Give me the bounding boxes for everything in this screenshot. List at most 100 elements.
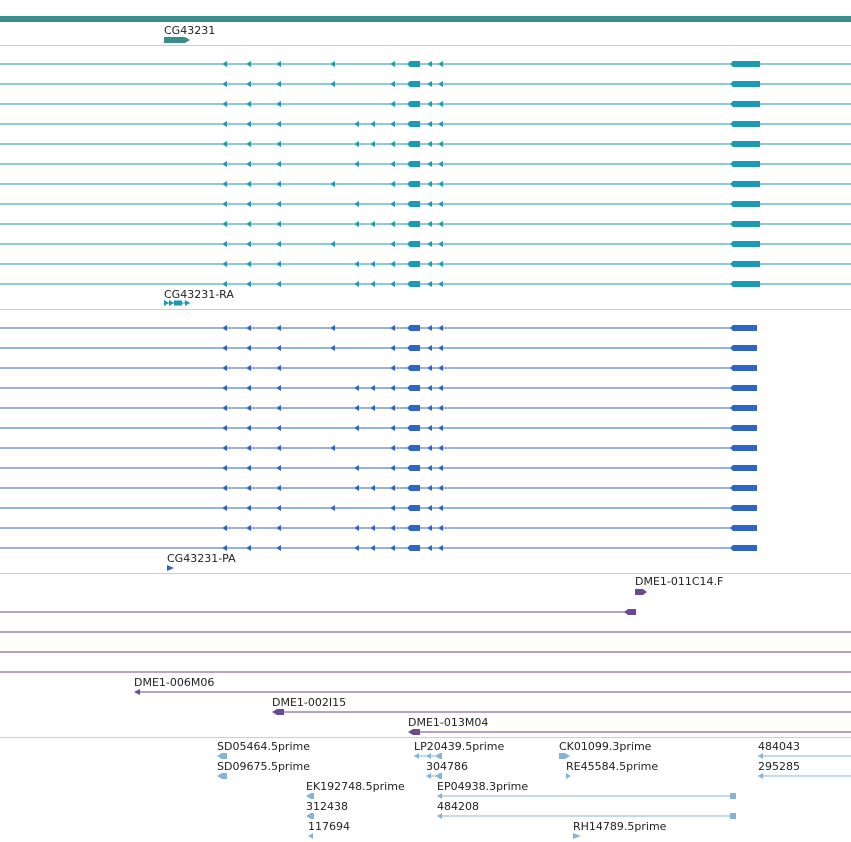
protein-exon — [370, 385, 375, 391]
clone-label[interactable]: DME1-011C14.F — [635, 575, 723, 588]
protein-exon — [390, 325, 395, 331]
transcript-row[interactable] — [0, 161, 851, 167]
transcript-exon — [427, 201, 432, 207]
est-feature[interactable] — [414, 753, 442, 759]
transcript-exon — [276, 61, 281, 67]
protein-exon — [354, 465, 359, 471]
transcript-label[interactable]: CG43231-RA — [164, 288, 234, 301]
protein-label-group: CG43231-PA — [167, 552, 236, 571]
transcript-exon — [390, 121, 395, 127]
protein-row[interactable] — [0, 345, 757, 351]
protein-track — [0, 325, 757, 551]
est-feature[interactable] — [437, 793, 736, 799]
est-label[interactable]: LP20439.5prime — [414, 740, 505, 753]
gene-glyph[interactable] — [164, 37, 190, 43]
transcript-row[interactable] — [0, 241, 851, 247]
transcript-exon — [276, 221, 281, 227]
est-feature[interactable] — [758, 773, 851, 779]
protein-exon — [246, 445, 251, 451]
transcript-row[interactable] — [0, 281, 851, 287]
protein-row[interactable] — [0, 445, 757, 451]
est-label[interactable]: RH14789.5prime — [573, 820, 667, 833]
est-feature[interactable] — [306, 813, 314, 819]
clone-feature[interactable] — [272, 709, 284, 715]
transcript-exon — [438, 141, 443, 147]
protein-label[interactable]: CG43231-PA — [167, 552, 236, 565]
protein-exon — [407, 485, 420, 491]
est-label[interactable]: RE45584.5prime — [566, 760, 658, 773]
est-label[interactable]: EK192748.5prime — [306, 780, 405, 793]
est-feature[interactable] — [566, 773, 571, 779]
transcript-exon — [222, 261, 227, 267]
est-feature[interactable] — [426, 773, 442, 779]
est-label[interactable]: 117694 — [308, 820, 350, 833]
clone-feature[interactable] — [134, 689, 140, 695]
transcript-row[interactable] — [0, 181, 851, 187]
protein-row[interactable] — [0, 325, 757, 331]
protein-exon — [390, 445, 395, 451]
transcript-row[interactable] — [0, 201, 851, 207]
protein-exon — [407, 545, 420, 551]
est-label[interactable]: 312438 — [306, 800, 348, 813]
est-label[interactable]: 295285 — [758, 760, 800, 773]
protein-mini-glyph[interactable] — [167, 565, 174, 571]
est-feature[interactable] — [573, 833, 581, 839]
est-feature[interactable] — [308, 833, 313, 839]
clone-label[interactable]: DME1-002I15 — [272, 696, 346, 709]
clone-feature[interactable] — [624, 609, 636, 615]
est-label[interactable]: 484043 — [758, 740, 800, 753]
est-feature[interactable] — [559, 753, 570, 759]
clone-label[interactable]: DME1-006M06 — [134, 676, 214, 689]
transcript-row[interactable] — [0, 101, 851, 107]
transcript-exon — [427, 101, 432, 107]
est-feature[interactable] — [217, 753, 227, 759]
protein-row[interactable] — [0, 405, 757, 411]
transcript-row[interactable] — [0, 61, 851, 67]
protein-first-exon — [730, 385, 757, 391]
protein-exon — [370, 485, 375, 491]
transcript-row[interactable] — [0, 81, 851, 87]
protein-exon — [354, 545, 359, 551]
transcript-exon — [407, 181, 420, 187]
transcript-exon — [390, 201, 395, 207]
protein-row[interactable] — [0, 385, 757, 391]
transcript-row[interactable] — [0, 221, 851, 227]
protein-exon — [390, 505, 395, 511]
protein-first-exon — [730, 485, 757, 491]
est-label[interactable]: CK01099.3prime — [559, 740, 652, 753]
protein-row[interactable] — [0, 365, 757, 371]
protein-exon — [246, 545, 251, 551]
transcript-exon — [390, 141, 395, 147]
protein-row[interactable] — [0, 505, 757, 511]
protein-row[interactable] — [0, 485, 757, 491]
est-label[interactable]: EP04938.3prime — [437, 780, 528, 793]
transcript-exon — [246, 101, 251, 107]
transcript-row[interactable] — [0, 121, 851, 127]
transcript-row[interactable] — [0, 141, 851, 147]
est-feature[interactable] — [306, 793, 314, 799]
clone-feature[interactable] — [408, 729, 420, 735]
transcript-mini-glyph[interactable] — [164, 300, 190, 306]
est-label[interactable]: 484208 — [437, 800, 479, 813]
transcript-row[interactable] — [0, 261, 851, 267]
protein-row[interactable] — [0, 425, 757, 431]
gene-label[interactable]: CG43231 — [164, 24, 215, 37]
protein-row[interactable] — [0, 465, 757, 471]
est-label[interactable]: 304786 — [426, 760, 468, 773]
est-label[interactable]: SD09675.5prime — [217, 760, 310, 773]
transcript-exon — [390, 61, 395, 67]
protein-exon — [370, 545, 375, 551]
transcript-exon — [222, 201, 227, 207]
est-feature[interactable] — [437, 813, 736, 819]
est-feature[interactable] — [758, 753, 851, 759]
gene-span-bar[interactable] — [0, 16, 851, 22]
est-label[interactable]: SD05464.5prime — [217, 740, 310, 753]
est-feature[interactable] — [217, 773, 227, 779]
clone-feature[interactable] — [635, 589, 647, 595]
protein-exon — [370, 525, 375, 531]
protein-row[interactable] — [0, 545, 757, 551]
protein-row[interactable] — [0, 525, 757, 531]
transcript-exon — [438, 121, 443, 127]
protein-exon — [427, 525, 432, 531]
clone-label[interactable]: DME1-013M04 — [408, 716, 488, 729]
